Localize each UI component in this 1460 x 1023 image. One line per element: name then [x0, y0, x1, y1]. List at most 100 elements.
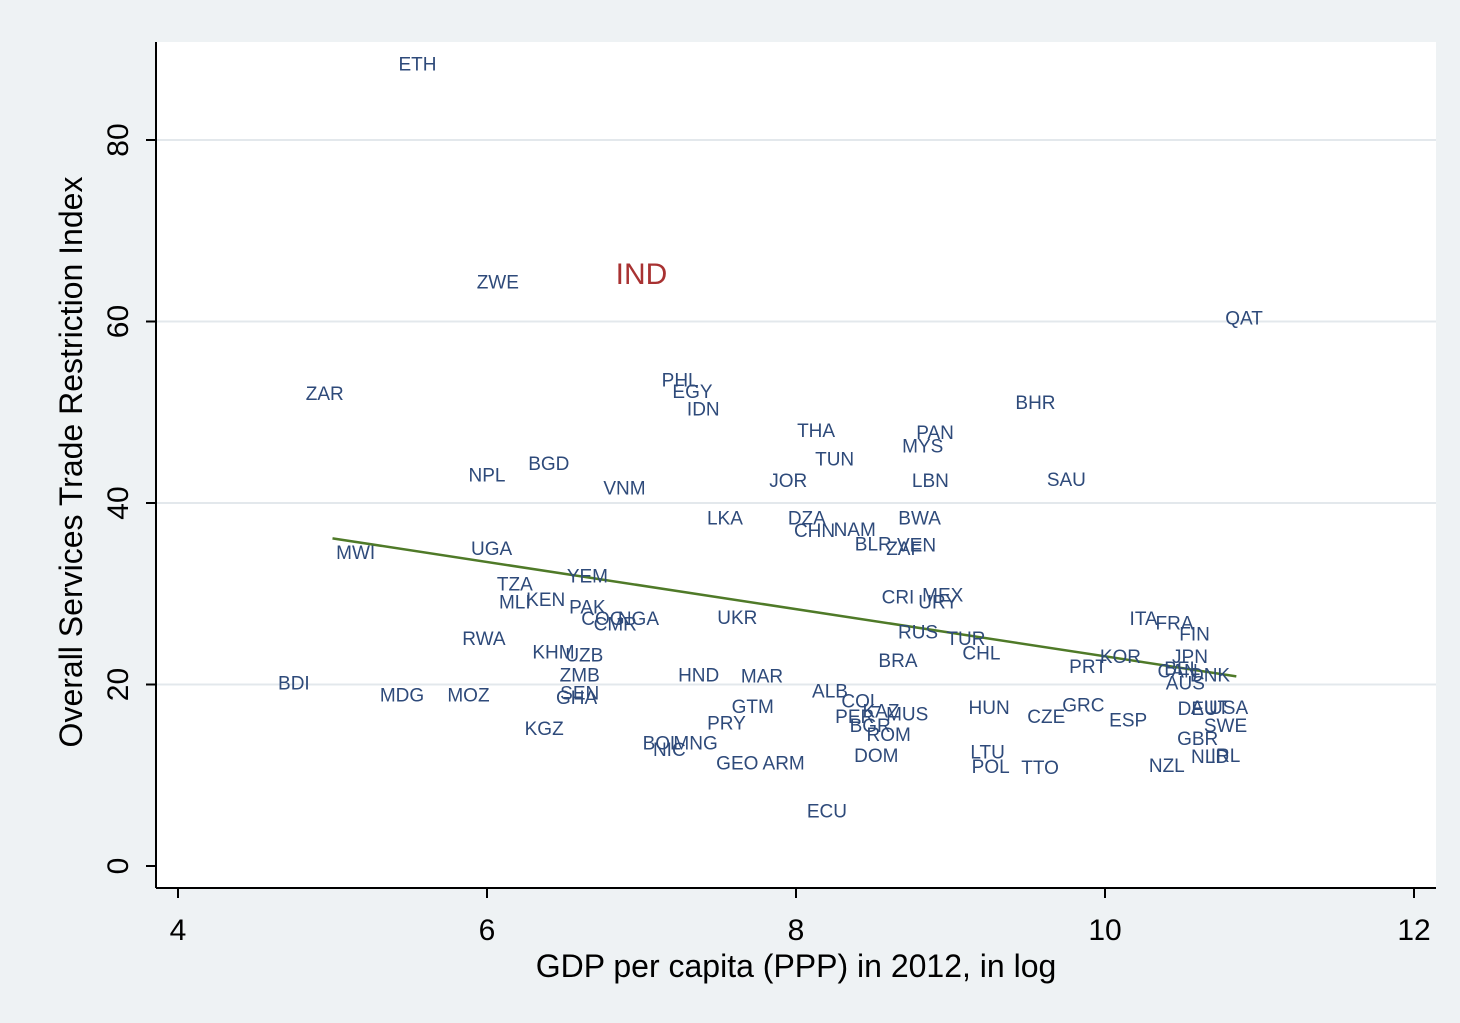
point-label-tto: TTO: [1021, 758, 1059, 779]
point-label-zmb: ZMB: [560, 665, 600, 686]
point-label-rus: RUS: [898, 623, 938, 644]
point-label-dza: DZA: [788, 508, 826, 529]
point-label-moz: MOZ: [447, 685, 490, 706]
point-label-sau: SAU: [1047, 470, 1086, 491]
point-label-chl: CHL: [962, 644, 1000, 665]
point-label-ita: ITA: [1130, 609, 1158, 630]
point-label-kor: KOR: [1100, 647, 1141, 668]
point-label-vnm: VNM: [603, 478, 645, 499]
point-label-nzl: NZL: [1149, 756, 1185, 777]
point-label-aut: AUT: [1191, 698, 1229, 719]
point-label-alb: ALB: [812, 682, 848, 703]
x-tick-label: 12: [1397, 914, 1430, 947]
point-label-can: CAN: [1158, 662, 1198, 683]
point-label-jor: JOR: [769, 471, 807, 492]
point-label-cmr: CMR: [594, 615, 637, 636]
point-label-bhr: BHR: [1015, 393, 1055, 414]
point-label-qat: QAT: [1225, 309, 1263, 330]
point-label-mar: MAR: [741, 666, 783, 687]
point-label-eth: ETH: [398, 55, 436, 76]
point-label-nic: NIC: [653, 740, 686, 761]
point-label-swe: SWE: [1204, 716, 1247, 737]
point-label-tza: TZA: [497, 575, 533, 596]
y-tick-label: 0: [102, 858, 135, 875]
point-label-jpn: JPN: [1172, 647, 1208, 668]
point-label-tur: TUR: [946, 629, 985, 650]
point-label-ken: KEN: [526, 590, 565, 611]
point-label-hun: HUN: [969, 698, 1010, 719]
point-label-rom: ROM: [867, 725, 911, 746]
point-label-idn: IDN: [687, 399, 720, 420]
point-label-mng: MNG: [673, 733, 717, 754]
point-label-geo: GEO: [716, 753, 758, 774]
point-label-arm: ARM: [763, 753, 805, 774]
point-label-bwa: BWA: [898, 508, 941, 529]
point-label-kgz: KGZ: [525, 719, 564, 740]
point-label-bol: BOL: [643, 733, 681, 754]
point-label-kaz: KAZ: [862, 702, 899, 723]
x-tick-label: 4: [170, 914, 187, 947]
point-label-pak: PAK: [569, 597, 606, 618]
point-label-gha: GHA: [556, 688, 598, 709]
point-label-cog: COG: [581, 609, 624, 630]
point-label-mus: MUS: [886, 704, 928, 725]
y-tick-label: 60: [102, 305, 135, 338]
point-label-deu: DEU: [1178, 699, 1218, 720]
y-tick-label: 20: [102, 668, 135, 701]
plot-area: [156, 42, 1436, 888]
point-label-bel: BEL: [1164, 659, 1200, 680]
point-label-bgd: BGD: [528, 454, 569, 475]
point-label-uga: UGA: [471, 539, 513, 560]
point-label-mys: MYS: [902, 437, 943, 458]
point-label-sen: SEN: [560, 683, 599, 704]
point-label-usa: USA: [1209, 698, 1248, 719]
y-tick-label: 80: [102, 123, 135, 156]
point-label-zar: ZAR: [306, 384, 344, 405]
point-label-nga: NGA: [618, 609, 660, 630]
x-axis-title: GDP per capita (PPP) in 2012, in log: [536, 948, 1057, 984]
point-label-dnk: DNK: [1190, 665, 1230, 686]
point-label-mli: MLI: [499, 593, 531, 614]
ticks: 0 20 40 60 80 4 6 8 10 12: [102, 123, 1431, 947]
point-label-nld: NLD: [1191, 747, 1229, 768]
point-label-gbr: GBR: [1177, 729, 1218, 750]
fit-line-group: [332, 537, 1237, 678]
point-label-ecu: ECU: [807, 801, 847, 822]
point-label-prt: PRT: [1069, 657, 1107, 678]
point-label-rwa: RWA: [462, 629, 506, 650]
point-label-mex: MEX: [922, 585, 964, 606]
point-label-chn: CHN: [794, 521, 835, 542]
point-label-ltu: LTU: [970, 742, 1004, 763]
gridlines: [156, 139, 1436, 686]
point-label-tha: THA: [797, 421, 835, 442]
point-label-pol: POL: [972, 757, 1010, 778]
point-label-col: COL: [841, 692, 880, 713]
point-label-grc: GRC: [1062, 695, 1104, 716]
y-axis-title: Overall Services Trade Restriction Index: [53, 177, 89, 748]
point-label-ind: IND: [616, 258, 668, 291]
point-label-dom: DOM: [854, 746, 898, 767]
point-label-bdi: BDI: [278, 674, 310, 695]
fit-line: [332, 537, 1237, 678]
point-label-phl: PHL: [662, 370, 699, 391]
y-tick-label: 40: [102, 486, 135, 519]
point-label-khm: KHM: [532, 643, 574, 664]
point-label-tun: TUN: [815, 449, 854, 470]
point-label-fra: FRA: [1156, 614, 1194, 635]
point-label-ven: VEN: [897, 536, 936, 557]
point-label-egy: EGY: [672, 382, 712, 403]
point-label-uzb: UZB: [565, 645, 603, 666]
point-label-pry: PRY: [707, 713, 746, 734]
x-tick-label: 6: [479, 914, 496, 947]
point-label-hnd: HND: [678, 665, 719, 686]
point-label-ury: URY: [918, 593, 958, 614]
point-label-cri: CRI: [882, 587, 915, 608]
point-label-ukr: UKR: [717, 608, 757, 629]
point-label-zaf: ZAF: [886, 539, 922, 560]
x-tick-label: 8: [788, 914, 805, 947]
x-tick-label: 10: [1088, 914, 1121, 947]
point-label-zwe: ZWE: [477, 272, 519, 293]
point-label-gtm: GTM: [732, 697, 774, 718]
